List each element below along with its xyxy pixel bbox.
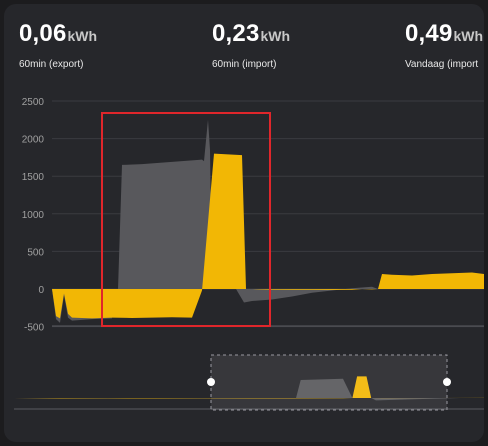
stat-unit: kWh [260, 28, 291, 44]
series-area [52, 153, 484, 319]
stat-unit: kWh [453, 28, 484, 44]
stat-import-today: 0,49kWh Vandaag (import [405, 20, 483, 70]
series-area [52, 119, 378, 323]
y-tick-label: 0 [38, 285, 44, 296]
navigator-left-handle[interactable] [207, 378, 215, 386]
navigator-series-area [14, 376, 484, 399]
stat-label: Vandaag (import [405, 59, 479, 70]
stat-value: 0,23 [212, 20, 260, 47]
stat-label: 60min (export) [19, 59, 84, 70]
y-tick-label: 2500 [22, 97, 45, 108]
y-tick-label: 500 [27, 247, 44, 258]
stat-export-60min: 0,06kWh 60min (export) [19, 20, 97, 70]
navigator-right-handle[interactable] [443, 378, 451, 386]
y-tick-label: 1500 [22, 172, 45, 183]
stat-value: 0,49 [405, 20, 453, 47]
navigator-series-area [14, 378, 461, 401]
y-tick-label: 1000 [22, 210, 45, 221]
y-tick-label: 2000 [22, 135, 45, 146]
y-tick-label: -500 [24, 323, 44, 334]
stat-import-60min: 0,23kWh 60min (import) [212, 20, 290, 70]
navigator-selection-window[interactable] [210, 354, 448, 411]
highlight-box [101, 112, 271, 327]
stat-label: 60min (import) [212, 59, 277, 70]
stat-unit: kWh [67, 28, 98, 44]
stat-value: 0,06 [19, 20, 67, 47]
